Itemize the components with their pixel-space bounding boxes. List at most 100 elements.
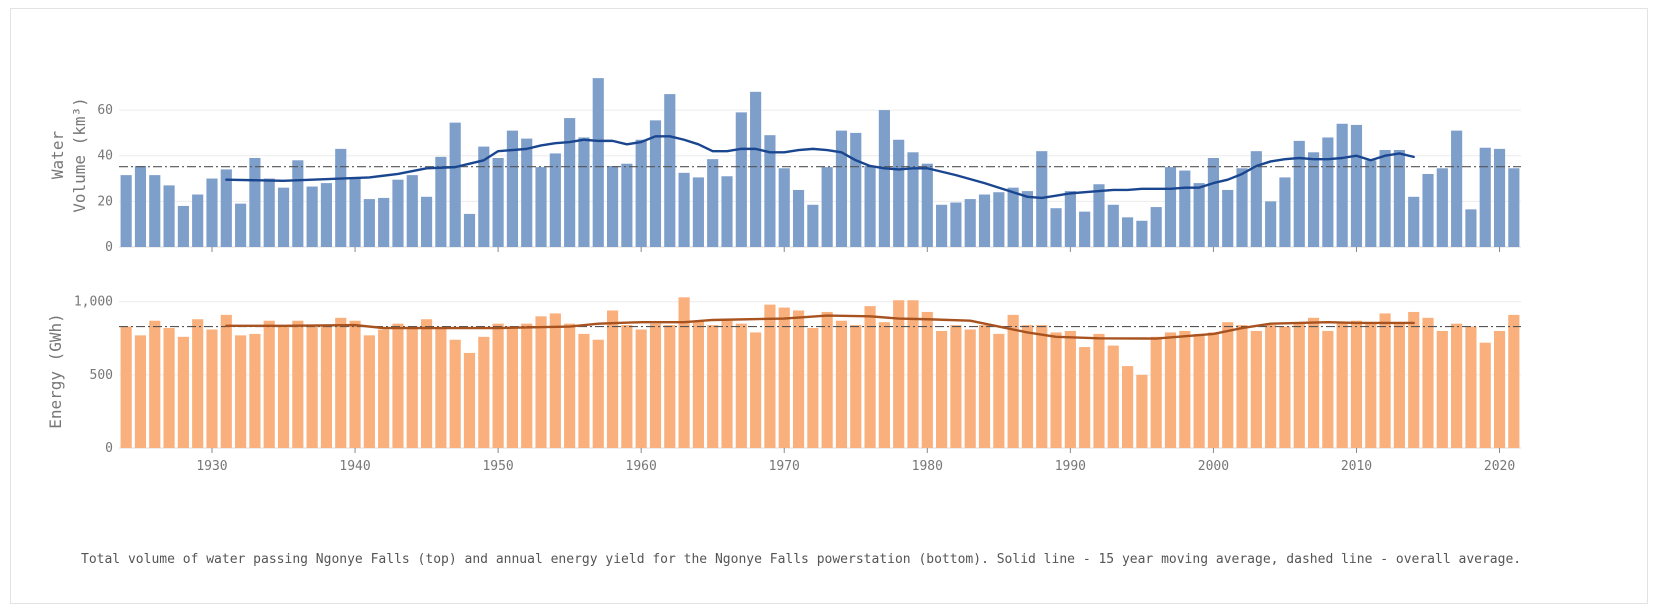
- top-bar: [792, 189, 805, 247]
- top-bar: [1093, 184, 1105, 247]
- top-bar: [406, 175, 418, 247]
- chart-svg: 0 20 40 60 0 500 1,000 1930 1940 1950 1960 1970 1980…: [46, 78, 1521, 474]
- bottom-bar: [1293, 323, 1305, 448]
- bottom-bar: [936, 330, 948, 448]
- top-bar: [1136, 220, 1148, 247]
- bottom-bar: [778, 307, 790, 448]
- bottom-bar: [449, 339, 461, 448]
- top-bar: [1422, 173, 1434, 247]
- top-ytick-label: 60: [97, 103, 113, 118]
- top-bar: [478, 146, 490, 247]
- bottom-bar: [1222, 322, 1234, 448]
- top-bar: [1150, 207, 1162, 247]
- bottom-bar: [521, 323, 533, 448]
- top-bar: [1164, 167, 1177, 247]
- bottom-bar: [1307, 317, 1320, 448]
- bottom-bar: [1164, 332, 1177, 448]
- bottom-bar: [1021, 325, 1034, 448]
- xtick-label: 1960: [626, 459, 657, 474]
- bottom-bar: [1350, 320, 1363, 448]
- bottom-bar: [277, 325, 290, 448]
- top-bar: [1465, 209, 1477, 247]
- top-bar: [993, 192, 1005, 247]
- top-bar: [392, 179, 404, 247]
- top-bar: [320, 183, 333, 247]
- top-bar: [492, 158, 504, 247]
- top-bar: [220, 169, 232, 247]
- bottom-bar: [492, 323, 504, 448]
- bottom-bar: [435, 328, 447, 448]
- top-bar: [421, 196, 433, 247]
- top-bar: [435, 156, 447, 247]
- bottom-bar: [1036, 325, 1048, 448]
- top-bar: [1222, 189, 1234, 247]
- bottom-bar: [621, 325, 633, 448]
- xtick-label: 2000: [1198, 459, 1229, 474]
- bottom-bar: [192, 319, 204, 448]
- bottom-bar: [921, 311, 933, 448]
- bottom-bar: [1365, 323, 1377, 448]
- xtick-label: 2020: [1484, 459, 1515, 474]
- bottom-bar: [578, 333, 590, 448]
- bottom-bar: [1393, 323, 1405, 448]
- top-bar: [664, 94, 676, 247]
- bottom-bar: [964, 329, 976, 448]
- bottom-bar: [1207, 332, 1219, 448]
- bottom-bar: [292, 320, 304, 448]
- xtick-label: 1940: [339, 459, 370, 474]
- top-bar: [1021, 191, 1034, 247]
- bottom-bar: [1193, 333, 1205, 448]
- bottom-bar: [363, 335, 375, 448]
- bottom-bar: [592, 339, 604, 448]
- bottom-bar: [235, 335, 247, 448]
- top-bar: [192, 194, 204, 247]
- top-bar: [621, 163, 633, 247]
- top-bar: [578, 137, 590, 247]
- top-bar: [235, 203, 247, 247]
- bottom-bar: [1093, 333, 1105, 448]
- bottom-bar: [792, 310, 805, 448]
- top-bar: [1365, 160, 1377, 247]
- bottom-bar: [893, 300, 905, 448]
- bottom-ylabel: Energy (GWh): [46, 313, 65, 429]
- top-bar: [893, 139, 905, 247]
- bottom-bar: [349, 320, 361, 448]
- bottom-bar: [1236, 325, 1248, 448]
- top-bar: [1322, 137, 1334, 247]
- bottom-bar: [864, 306, 876, 448]
- bottom-bar: [993, 333, 1005, 448]
- top-bar: [306, 186, 318, 247]
- top-bar: [707, 159, 719, 247]
- xtick-label: 1970: [769, 459, 800, 474]
- bottom-bar: [1336, 322, 1348, 448]
- top-bar: [463, 213, 476, 247]
- bottom-ytick-label: 500: [90, 368, 113, 383]
- bottom-bar: [1465, 326, 1477, 448]
- bottom-bar: [1479, 342, 1491, 448]
- top-bar: [449, 122, 461, 247]
- xtick-label: 1980: [912, 459, 943, 474]
- bottom-bar: [1508, 314, 1520, 448]
- bottom-bar: [1179, 330, 1191, 448]
- top-bar: [692, 177, 704, 247]
- bottom-bar: [764, 304, 776, 448]
- bottom-bar: [549, 313, 561, 448]
- top-bar: [1107, 204, 1119, 247]
- top-bar: [134, 165, 147, 247]
- top-bar: [1079, 211, 1091, 247]
- bottom-bar: [306, 326, 318, 448]
- bottom-bar: [750, 332, 762, 448]
- top-bar: [1307, 152, 1320, 247]
- top-bar: [750, 91, 762, 247]
- bottom-bar: [406, 326, 418, 448]
- bottom-bar: [263, 320, 275, 448]
- top-bar: [1207, 158, 1219, 247]
- xtick-label: 1990: [1055, 459, 1086, 474]
- top-bar: [1279, 177, 1291, 247]
- bottom-bar: [535, 316, 547, 448]
- top-bar: [206, 178, 218, 247]
- bottom-bar: [1050, 332, 1062, 448]
- bottom-bar: [907, 300, 919, 448]
- top-bar: [1479, 147, 1491, 247]
- bottom-bar: [506, 326, 518, 448]
